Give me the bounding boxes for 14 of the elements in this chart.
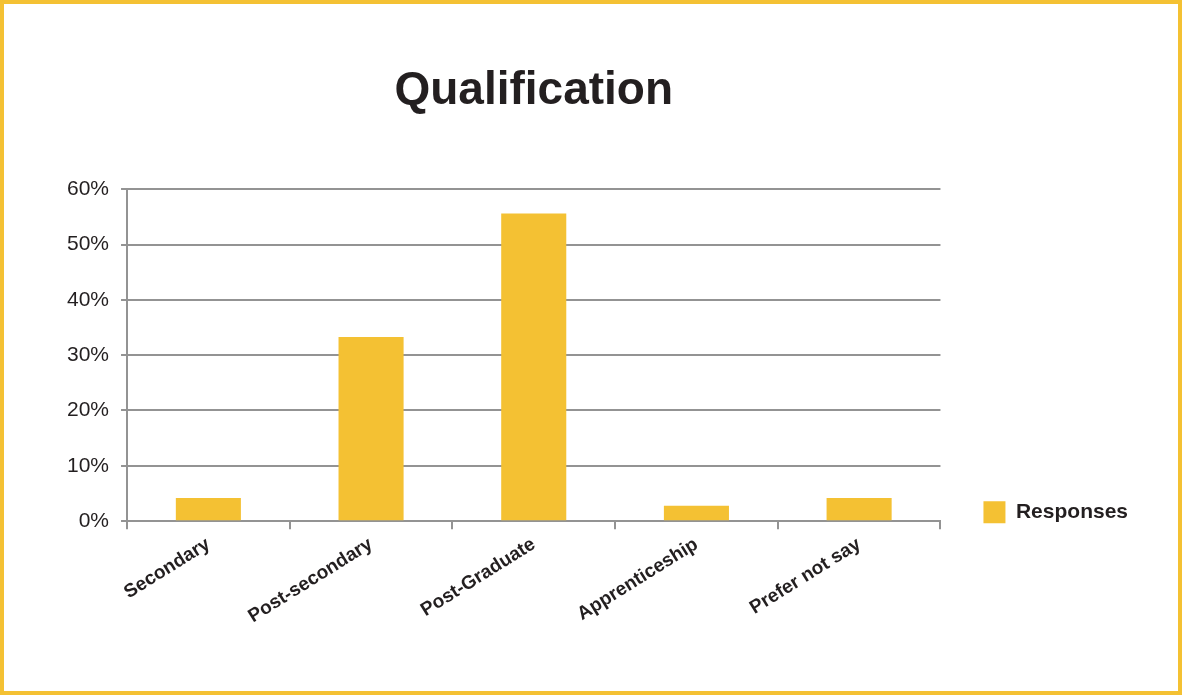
y-tick-label: 60% — [67, 176, 110, 199]
bar — [501, 213, 567, 521]
bar — [175, 497, 241, 521]
bar — [826, 497, 892, 521]
y-tick-label: 0% — [78, 507, 110, 531]
legend-label: Responses — [1015, 498, 1128, 522]
y-tick-label: 50% — [67, 231, 110, 255]
bar — [338, 336, 404, 521]
y-tick-label: 40% — [67, 286, 110, 310]
bar — [663, 505, 729, 521]
y-tick-label: 30% — [67, 341, 110, 365]
chart-title: Qualification — [394, 62, 674, 115]
y-tick-label: 10% — [67, 452, 110, 476]
y-tick-label: 20% — [67, 397, 110, 421]
